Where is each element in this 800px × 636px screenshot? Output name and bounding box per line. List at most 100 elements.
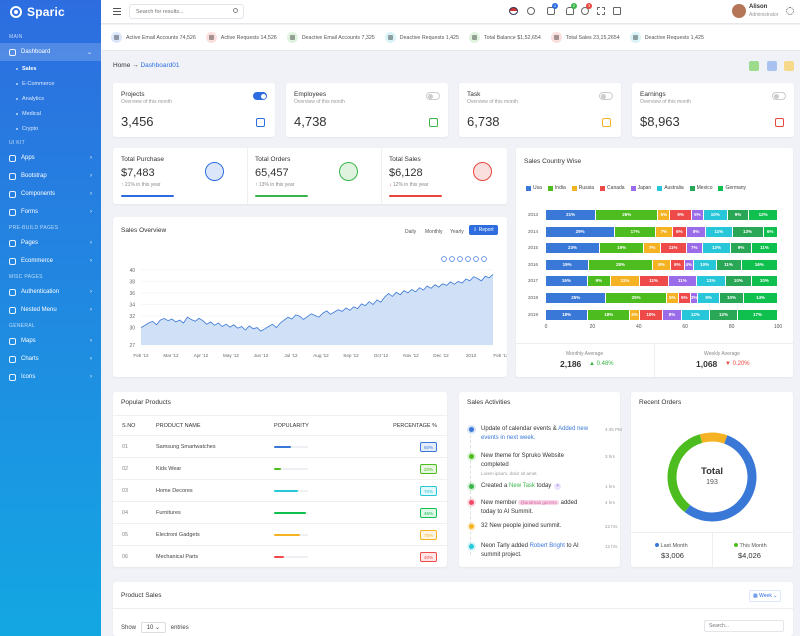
table-row[interactable]: 03 Home Decores 70% xyxy=(113,479,447,502)
sidebar-sub-crypto[interactable]: Crypto xyxy=(0,121,101,136)
stat-toggle[interactable] xyxy=(599,92,613,100)
bookmark-button[interactable] xyxy=(767,61,777,71)
activity-item[interactable]: New theme for Spruko Website completed Lo… xyxy=(469,452,615,477)
sidebar-item-forms[interactable]: Forms › xyxy=(0,203,101,221)
zoom-out-icon[interactable] xyxy=(449,256,455,262)
us-flag-icon[interactable] xyxy=(509,7,518,15)
bar-segment[interactable]: 4% xyxy=(630,309,640,320)
sidebar-sub-analytics[interactable]: Analytics xyxy=(0,91,101,106)
bar-segment[interactable]: 11% xyxy=(706,226,733,237)
monthly-button[interactable]: Monthly xyxy=(425,229,443,235)
week-select[interactable]: ▦ Week ⌄ xyxy=(749,590,782,602)
bar-segment[interactable]: 8% xyxy=(687,226,707,237)
sidebar-item-dashboard[interactable]: Dashboard ⌄ xyxy=(0,43,101,61)
table-row[interactable]: 02 Kids Wear 20% xyxy=(113,457,447,480)
bar-segment[interactable]: 10% xyxy=(751,276,778,287)
sidebar-item-charts[interactable]: Charts › xyxy=(0,350,101,368)
entries-select[interactable]: 10 ⌄ xyxy=(140,622,167,633)
bar-segment[interactable]: 5% xyxy=(691,210,704,220)
donut-slice[interactable] xyxy=(667,434,703,513)
activity-highlight[interactable]: Robert Bright xyxy=(529,543,565,549)
legend-item[interactable]: Canada xyxy=(600,185,625,191)
donut-slice[interactable] xyxy=(699,432,728,444)
legend-item[interactable]: Germany xyxy=(718,185,746,191)
sidebar-item-authentication[interactable]: Authentication › xyxy=(0,283,101,301)
sidebar-sub-ecommerce[interactable]: E-Commerce xyxy=(0,76,101,91)
activity-highlight[interactable]: New Task xyxy=(509,483,535,489)
table-row[interactable]: 01 Samsung Smartwatches 50% xyxy=(113,435,447,458)
bar-segment[interactable]: 12% xyxy=(749,210,778,220)
bar-segment[interactable]: 8% xyxy=(652,259,672,270)
theme-toggle-icon[interactable] xyxy=(527,7,535,15)
user-name[interactable]: Alison xyxy=(749,4,768,10)
bar-segment[interactable]: 11% xyxy=(752,243,778,254)
bar-segment[interactable]: 8% xyxy=(663,309,682,320)
table-row[interactable]: 06 Mechanical Parts 40% xyxy=(113,545,447,568)
bar-segment[interactable]: 7% xyxy=(644,243,661,254)
brand-logo[interactable]: Sparic xyxy=(0,0,101,24)
sidebar-item-apps[interactable]: Apps › xyxy=(0,149,101,167)
bar-segment[interactable]: 5% xyxy=(666,293,679,303)
search-zoom-icon[interactable] xyxy=(457,256,463,262)
daily-button[interactable]: Daily xyxy=(405,229,417,235)
bar-segment[interactable]: 11% xyxy=(639,276,669,287)
notification-icon[interactable] xyxy=(566,7,574,15)
bar-segment[interactable]: 18% xyxy=(588,309,631,320)
stat-toggle[interactable] xyxy=(426,92,440,100)
sidebar-item-nested-menu[interactable]: Nested Menu › xyxy=(0,301,101,319)
bar-segment[interactable]: 13% xyxy=(732,226,764,237)
bar-segment[interactable]: 16% xyxy=(546,276,588,287)
bar-segment[interactable]: 6% xyxy=(763,226,778,237)
activity-highlight[interactable]: @andreas gurrero xyxy=(518,500,559,505)
sidebar-sub-medical[interactable]: Medical xyxy=(0,106,101,121)
stat-toggle[interactable] xyxy=(253,92,267,100)
donut-slice[interactable] xyxy=(684,435,757,522)
sidebar-item-maps[interactable]: Maps › xyxy=(0,332,101,350)
bar-segment[interactable]: 7% xyxy=(656,226,673,237)
menu-toggle-icon[interactable] xyxy=(113,8,121,15)
activity-item[interactable]: New member @andreas gurrero added today … xyxy=(469,498,615,517)
bar-segment[interactable]: 9% xyxy=(587,276,612,287)
legend-item[interactable]: Usa xyxy=(526,185,542,191)
zoom-in-icon[interactable] xyxy=(441,256,447,262)
search-input[interactable] xyxy=(129,4,244,19)
activity-highlight[interactable]: Added new events in next week. xyxy=(481,426,589,441)
fullscreen-icon[interactable] xyxy=(597,7,605,15)
activity-item[interactable]: Created a New Task today +1 hrs xyxy=(469,482,615,491)
avatar[interactable] xyxy=(732,4,746,18)
bar-segment[interactable]: 11% xyxy=(660,243,687,254)
bar-segment[interactable]: 11% xyxy=(697,276,726,287)
bar-segment[interactable]: 29% xyxy=(546,226,616,237)
bar-segment[interactable]: 6% xyxy=(672,226,688,237)
legend-item[interactable]: India xyxy=(547,185,566,191)
gear-icon[interactable] xyxy=(786,7,794,15)
sales-overview-chart[interactable]: 27 30 32 34 36 38 40 Feb '12 Mar '12 Apr '12 May '… xyxy=(113,250,507,372)
message-icon[interactable] xyxy=(581,7,589,15)
activity-item[interactable]: Neon Tarly added Robert Bright to AI sum… xyxy=(469,542,618,560)
bar-segment[interactable]: 17% xyxy=(738,309,778,320)
bar-segment[interactable]: 5% xyxy=(658,210,671,220)
bar-segment[interactable]: 4% xyxy=(684,259,694,270)
bar-segment[interactable]: 10% xyxy=(693,259,717,270)
bar-segment[interactable]: 25% xyxy=(546,293,607,303)
search-icon[interactable] xyxy=(233,8,238,13)
sidebar-item-ecommerce[interactable]: Ecommerce › xyxy=(0,252,101,270)
bar-segment[interactable]: 11% xyxy=(668,276,698,287)
bar-segment[interactable]: 10% xyxy=(719,293,745,303)
bar-segment[interactable]: 9% xyxy=(698,293,720,303)
bar-segment[interactable]: 28% xyxy=(589,259,653,270)
activity-item[interactable]: 32 New people joined summit. 22 hrs xyxy=(469,522,618,531)
menu-icon[interactable] xyxy=(481,256,487,262)
bar-segment[interactable]: 21% xyxy=(546,210,597,220)
bar-segment[interactable]: 18% xyxy=(546,309,589,320)
legend-item[interactable]: Mexico xyxy=(689,185,712,191)
breadcrumb-current[interactable]: Dashboard01 xyxy=(140,62,180,69)
bar-segment[interactable]: 11% xyxy=(716,259,742,270)
yearly-button[interactable]: Yearly xyxy=(450,229,464,235)
bar-segment[interactable]: 12% xyxy=(681,309,710,320)
legend-item[interactable]: Russia xyxy=(571,185,594,191)
bar-segment[interactable]: 26% xyxy=(596,210,659,220)
bar-segment[interactable]: 10% xyxy=(639,309,664,320)
bar-segment[interactable]: 10% xyxy=(703,210,728,220)
bar-segment[interactable]: 14% xyxy=(744,293,778,303)
